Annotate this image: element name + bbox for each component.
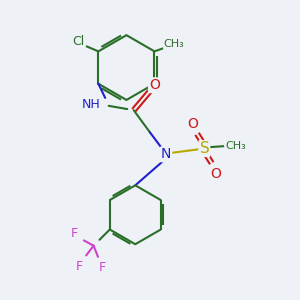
Text: CH₃: CH₃ <box>164 39 184 49</box>
Text: F: F <box>99 261 106 274</box>
Text: F: F <box>71 227 78 240</box>
Text: O: O <box>210 167 221 181</box>
Text: N: N <box>161 147 171 161</box>
Text: NH: NH <box>82 98 101 111</box>
Text: F: F <box>75 260 82 273</box>
Text: CH₃: CH₃ <box>225 141 246 151</box>
Text: Cl: Cl <box>72 35 85 48</box>
Text: S: S <box>200 141 209 156</box>
Text: O: O <box>187 117 198 131</box>
Text: O: O <box>149 78 160 92</box>
